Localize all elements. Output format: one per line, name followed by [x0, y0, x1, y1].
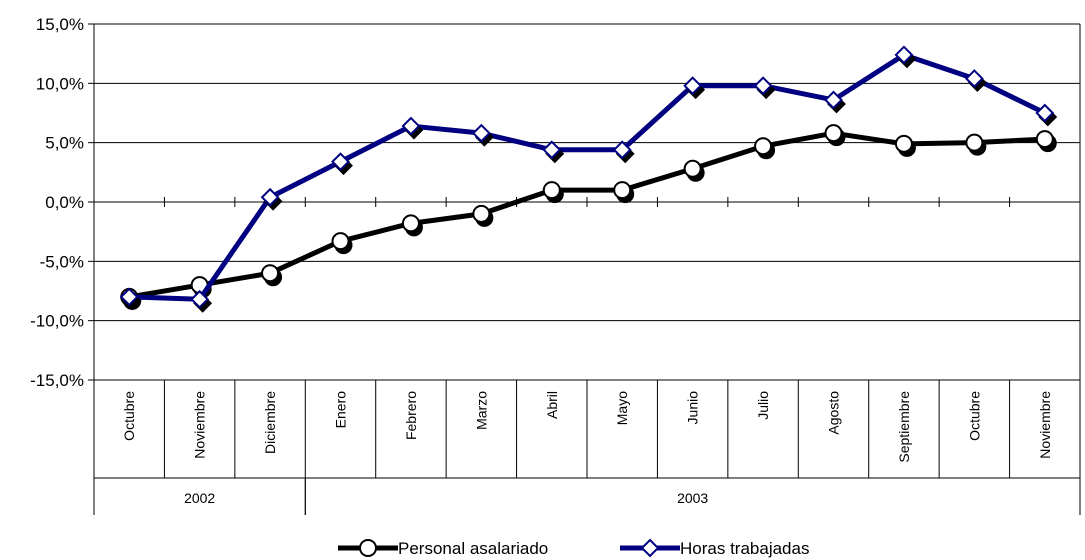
data-point — [401, 214, 420, 233]
data-point — [754, 137, 773, 156]
data-point — [894, 45, 914, 65]
year-label: 2003 — [677, 490, 708, 506]
x-category-label: Mayo — [614, 391, 630, 425]
series-line — [129, 52, 1046, 302]
x-category-label: Abril — [544, 391, 560, 419]
series-1 — [120, 124, 1057, 310]
y-tick-label: -5,0% — [40, 252, 84, 271]
x-category-label: Julio — [755, 391, 771, 420]
x-category-label: Septiembre — [896, 391, 912, 463]
data-point — [331, 232, 350, 251]
series-line — [128, 130, 1045, 300]
x-category-label: Enero — [333, 391, 349, 429]
y-tick-label: -10,0% — [30, 312, 84, 331]
data-point — [1035, 103, 1055, 123]
y-axis: 15,0% 10,0% 5,0% 0,0% -5,0% -10,0% -15,0% — [30, 15, 95, 390]
year-label: 2002 — [184, 490, 215, 506]
data-point — [260, 187, 280, 207]
data-point — [261, 264, 280, 283]
data-point — [119, 287, 139, 307]
x-category-label: Octubre — [121, 391, 137, 441]
y-tick-label: -15,0% — [30, 371, 84, 390]
y-tick-label: 5,0% — [45, 134, 84, 153]
x-axis: Octubre Noviembre Diciembre Enero Febrero Mar… — [93, 197, 1081, 515]
x-category-label: Junio — [685, 391, 701, 425]
data-point — [824, 124, 843, 143]
x-category-label: Noviembre — [192, 391, 208, 459]
data-point — [613, 181, 632, 200]
y-tick-label: 0,0% — [45, 193, 84, 212]
data-point — [190, 289, 210, 309]
data-point — [753, 76, 773, 96]
data-point — [401, 116, 421, 136]
series-layer — [119, 45, 1058, 313]
legend-label: Personal asalariado — [398, 539, 548, 558]
x-category-label: Noviembre — [1037, 391, 1053, 459]
x-category-label: Marzo — [473, 391, 489, 430]
x-category-label: Agosto — [826, 391, 842, 435]
data-point — [965, 133, 984, 152]
y-tick-label: 10,0% — [36, 74, 84, 93]
x-category-label: Febrero — [403, 391, 419, 440]
data-point — [542, 181, 561, 200]
series-2 — [119, 45, 1058, 313]
legend-item: Horas trabajadas — [620, 538, 809, 558]
legend-item: Personal asalariado — [338, 539, 548, 558]
y-tick-label: 15,0% — [36, 15, 84, 34]
grid-lines — [94, 23, 1081, 381]
legend: Personal asalariado Horas trabajadas — [338, 538, 809, 558]
data-point — [683, 76, 703, 96]
data-point — [894, 134, 913, 153]
data-point — [612, 140, 632, 160]
legend-swatch-marker — [359, 539, 377, 557]
legend-label: Horas trabajadas — [680, 539, 809, 558]
data-point — [542, 140, 562, 160]
data-point — [331, 152, 350, 172]
data-point — [824, 90, 843, 110]
data-point — [964, 69, 984, 89]
data-point — [683, 159, 702, 178]
x-category-label: Diciembre — [262, 391, 278, 454]
data-point — [1035, 130, 1054, 149]
x-category-label: Octubre — [966, 391, 982, 441]
legend-swatch-marker — [640, 538, 660, 558]
data-point — [472, 204, 491, 223]
data-point — [471, 123, 491, 143]
